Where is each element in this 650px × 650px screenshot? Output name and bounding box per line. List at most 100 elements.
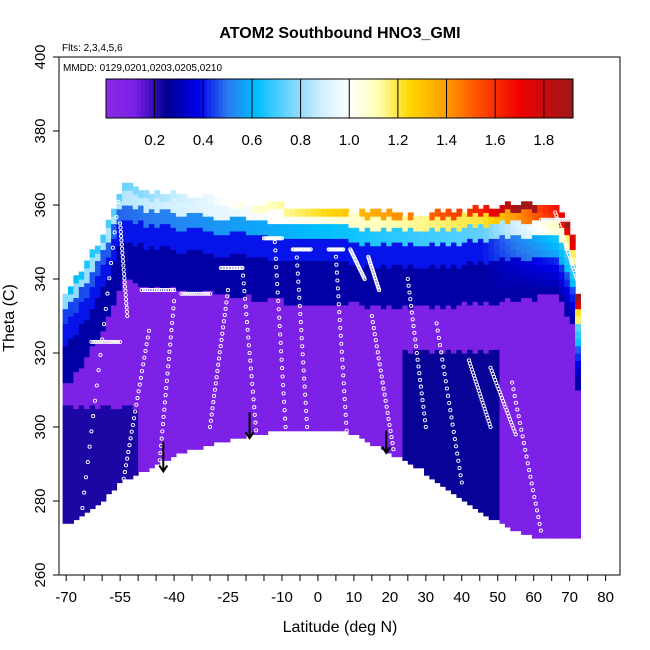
flight-track-point [120, 246, 125, 251]
heatmap-cell [116, 393, 123, 402]
heatmap-cell [542, 427, 549, 435]
flight-track-point [274, 236, 279, 241]
heatmap-cell [62, 397, 69, 406]
heatmap-cell [246, 338, 252, 347]
heatmap-cell [229, 423, 236, 432]
heatmap-cell [553, 271, 560, 280]
heatmap-cell [316, 304, 323, 313]
heatmap-cell [84, 341, 91, 350]
heatmap-cell [488, 401, 495, 410]
flight-track-point [334, 270, 339, 275]
flight-track-point [459, 480, 464, 485]
heatmap-cell [148, 378, 155, 387]
flight-track-point [422, 418, 428, 423]
heatmap-cell [531, 308, 538, 317]
flight-track-point [563, 217, 568, 222]
heatmap-cell [353, 242, 360, 250]
heatmap-cell [202, 371, 209, 380]
heatmap-cell [251, 382, 258, 391]
flight-track-point [275, 281, 280, 287]
flight-track-point [131, 416, 137, 421]
heatmap-cell [219, 242, 225, 250]
heatmap-cell [175, 201, 182, 210]
heatmap-cell [127, 367, 134, 376]
heatmap-cell [219, 353, 225, 361]
heatmap-cell [316, 327, 323, 336]
heatmap-cell [127, 397, 134, 406]
heatmap-cell [397, 434, 403, 443]
heatmap-cell [531, 338, 538, 347]
flight-track-point [170, 320, 175, 325]
flight-track-point [407, 290, 412, 295]
heatmap-cell [488, 216, 495, 225]
heatmap-cell [256, 286, 263, 295]
heatmap-cell [132, 408, 139, 417]
heatmap-cell [467, 371, 474, 380]
heatmap-cell [343, 386, 350, 395]
heatmap-cell [154, 427, 161, 435]
heatmap-cell [548, 256, 555, 265]
heatmap-cell [558, 338, 565, 347]
heatmap-cell [391, 308, 398, 317]
heatmap-cell [219, 390, 225, 398]
colorbar-tick-label: 0.2 [144, 132, 165, 149]
flight-track-point [520, 434, 525, 439]
flight-track-point [162, 288, 167, 293]
flight-track-point [300, 344, 305, 349]
heatmap-cell [472, 323, 479, 332]
heatmap-cell [192, 301, 199, 310]
heatmap-cell [165, 415, 172, 424]
heatmap-cell [456, 467, 463, 476]
heatmap-cell [488, 460, 495, 469]
x-tick-label: 0 [314, 589, 322, 606]
heatmap-cell [186, 390, 193, 398]
heatmap-cell [564, 434, 571, 443]
heatmap-cell [278, 423, 285, 432]
heatmap-cell [95, 253, 101, 262]
colorbar-tick-label: 1.0 [339, 132, 360, 149]
heatmap-cell [391, 397, 398, 406]
heatmap-cell [515, 493, 522, 502]
colorbar-swatch [141, 79, 146, 118]
heatmap-cell [132, 282, 139, 291]
heatmap-cell [456, 445, 463, 454]
heatmap-cell [127, 419, 134, 428]
heatmap-cell [499, 382, 506, 391]
heatmap-cell [407, 427, 414, 435]
flight-track-point [377, 288, 382, 293]
heatmap-cell [213, 412, 220, 421]
heatmap-cell [273, 216, 279, 225]
heatmap-cell [267, 327, 274, 336]
flight-track-point [151, 288, 156, 293]
heatmap-cell [262, 286, 269, 295]
heatmap-cell [68, 464, 74, 472]
heatmap-cell [402, 319, 409, 328]
heatmap-cell [326, 415, 333, 424]
heatmap-cell [235, 319, 242, 328]
flight-track-point [120, 255, 125, 260]
heatmap-cell [456, 230, 463, 239]
heatmap-cell [440, 271, 447, 280]
heatmap-cell [310, 393, 317, 402]
heatmap-cell [143, 219, 150, 228]
heatmap-cell [413, 275, 420, 284]
colorbar-swatch [238, 79, 243, 118]
heatmap-cell [434, 467, 441, 476]
heatmap-cell [78, 293, 85, 302]
heatmap-cell [359, 408, 366, 417]
heatmap-cell [186, 382, 193, 391]
heatmap-cell [515, 338, 522, 347]
heatmap-cell [364, 419, 371, 428]
heatmap-cell [418, 460, 425, 469]
flight-track-point [302, 376, 307, 381]
heatmap-cell [138, 345, 145, 354]
heatmap-cell [515, 227, 522, 236]
heatmap-cell [461, 360, 468, 369]
heatmap-cell [575, 397, 581, 406]
flight-track-point [333, 254, 338, 259]
heatmap-cell [472, 330, 479, 339]
heatmap-cell [359, 423, 366, 432]
heatmap-cell [434, 423, 441, 432]
heatmap-cell [348, 367, 355, 376]
heatmap-cell [111, 482, 118, 491]
